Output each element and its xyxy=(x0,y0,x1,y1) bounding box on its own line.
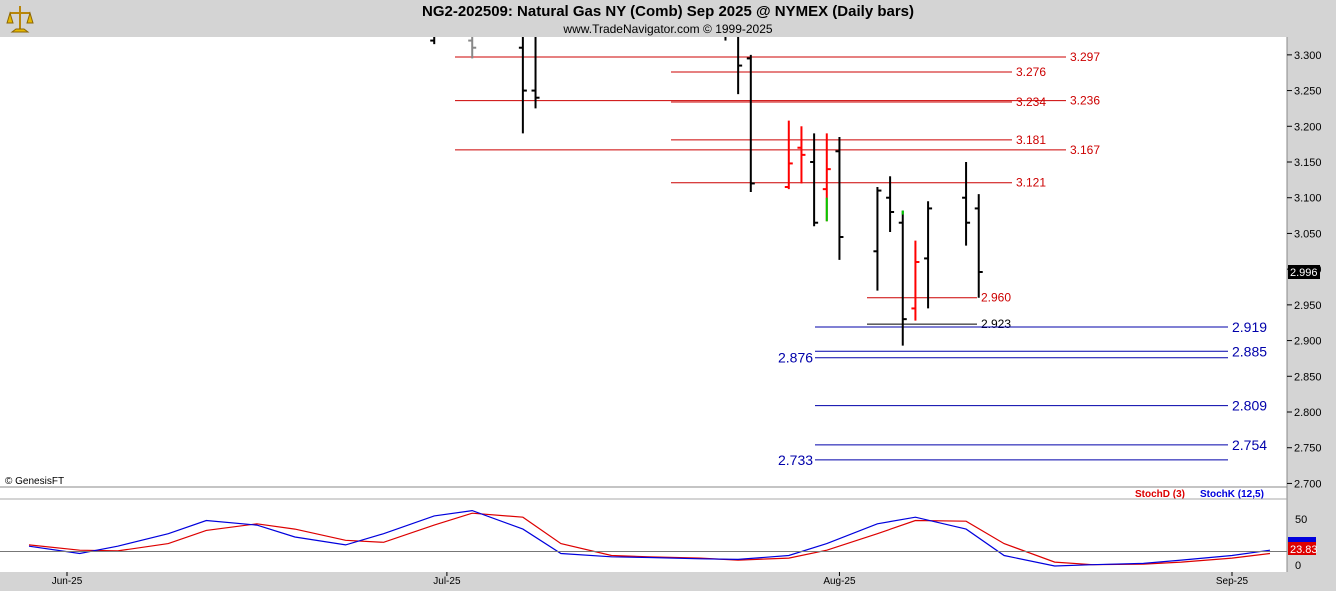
price-axis-panel xyxy=(1287,37,1336,591)
red-level-label: 3.121 xyxy=(1016,176,1046,190)
blue-level-label: 2.885 xyxy=(1232,343,1267,359)
stoch-d-box xyxy=(1288,542,1316,555)
ohlc-bar xyxy=(430,37,436,45)
ohlc-bar xyxy=(531,37,540,109)
ohlc-bar xyxy=(822,133,831,222)
price-tick-label: 3.200 xyxy=(1294,121,1322,133)
last-price-label: 2.996 xyxy=(1290,267,1318,279)
blue-level-label: 2.876 xyxy=(778,350,813,366)
genesis-logo-icon xyxy=(6,6,34,33)
ohlc-bar xyxy=(835,137,844,260)
last-price-box xyxy=(1288,265,1320,279)
ohlc-bar xyxy=(962,162,971,246)
black-level-label: 2.923 xyxy=(981,317,1011,331)
chart-title: NG2-202509: Natural Gas NY (Comb) Sep 20… xyxy=(421,3,915,20)
price-tick-label: 2.700 xyxy=(1294,478,1322,490)
stoch-k-legend: StochK (12,5) xyxy=(1200,489,1264,500)
time-tick-label: Sep-25 xyxy=(1216,576,1249,587)
stoch-last-value: 23.83 xyxy=(1290,544,1318,556)
ohlc-bar xyxy=(873,187,882,291)
red-level-label: 3.236 xyxy=(1070,94,1100,108)
price-tick-label: 3.150 xyxy=(1294,157,1322,169)
price-tick-label: 3.300 xyxy=(1294,50,1322,62)
stoch-tick-label: 0 xyxy=(1295,560,1301,572)
stoch-d-legend: StochD (3) xyxy=(1135,489,1185,500)
red-level-label: 3.167 xyxy=(1070,143,1100,157)
stoch-line-0 xyxy=(28,512,1271,566)
watermark: © GenesisFT xyxy=(5,476,64,487)
stoch-tick-label: 50 xyxy=(1295,514,1307,526)
price-tick-label: 2.900 xyxy=(1294,336,1322,348)
blue-level-label: 2.919 xyxy=(1232,319,1267,335)
ohlc-bar xyxy=(886,176,895,232)
chart-subtitle: www.TradeNavigator.com © 1999-2025 xyxy=(563,22,773,36)
ohlc-bar xyxy=(911,240,920,321)
blue-level-label: 2.733 xyxy=(778,452,813,468)
red-level-label: 3.234 xyxy=(1016,95,1046,109)
red-level-label: 3.297 xyxy=(1070,50,1100,64)
chart-header xyxy=(0,0,1336,37)
ohlc-bar xyxy=(974,194,983,298)
time-tick-label: Jun-25 xyxy=(52,576,83,587)
time-tick-label: Jul-25 xyxy=(433,576,461,587)
ohlc-bar xyxy=(797,126,806,184)
ohlc-bar xyxy=(468,37,477,59)
red-level-label: 2.960 xyxy=(981,291,1011,305)
price-tick-label: 2.750 xyxy=(1294,443,1322,455)
ohlc-bar xyxy=(898,210,907,346)
ohlc-bar xyxy=(737,37,743,95)
price-tick-label: 2.850 xyxy=(1294,371,1322,383)
ohlc-bar xyxy=(518,37,527,134)
stoch-k-marker xyxy=(1288,537,1316,542)
red-level-label: 3.276 xyxy=(1016,65,1046,79)
price-tick-label: 3.050 xyxy=(1294,228,1322,240)
red-level-label: 3.181 xyxy=(1016,133,1046,147)
ohlc-bar xyxy=(784,120,793,190)
blue-level-label: 2.809 xyxy=(1232,398,1267,414)
price-tick-label: 3.100 xyxy=(1294,193,1322,205)
price-tick-label: 2.950 xyxy=(1294,300,1322,312)
time-tick-label: Aug-25 xyxy=(823,576,856,587)
ohlc-bar xyxy=(924,201,933,309)
blue-level-label: 2.754 xyxy=(1232,437,1267,453)
price-tick-label: 2.800 xyxy=(1294,407,1322,419)
ohlc-bar xyxy=(810,133,819,227)
ohlc-bar xyxy=(746,54,755,192)
time-axis-panel xyxy=(0,572,1336,591)
stoch-line-1 xyxy=(28,509,1271,567)
price-tick-label: 3.250 xyxy=(1294,86,1322,98)
